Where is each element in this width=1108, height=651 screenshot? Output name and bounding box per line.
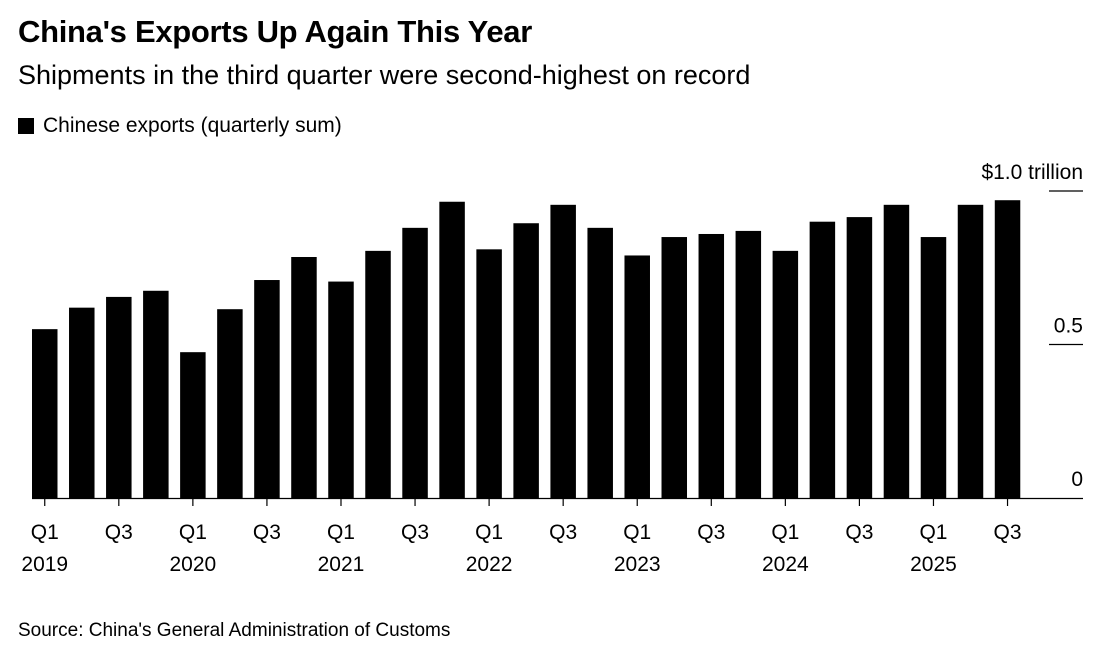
legend-swatch <box>18 118 34 134</box>
bar <box>69 307 95 498</box>
y-tick-label: 0.5 <box>1054 315 1083 338</box>
bar <box>809 221 836 498</box>
legend: Chinese exports (quarterly sum) <box>18 114 342 138</box>
bar <box>587 227 613 498</box>
x-tick-label: Q1 <box>179 521 207 544</box>
x-year-label: 2021 <box>318 553 365 576</box>
bar <box>994 200 1021 498</box>
bar <box>957 204 984 498</box>
bar <box>439 201 465 498</box>
bar <box>328 281 354 498</box>
y-tick-label: $1.0 trillion <box>981 161 1083 184</box>
bar <box>513 223 539 499</box>
x-tick-label: Q3 <box>994 521 1022 544</box>
bar <box>661 237 688 499</box>
bar <box>550 204 576 498</box>
x-tick-label: Q1 <box>771 521 799 544</box>
x-tick-label: Q1 <box>475 521 503 544</box>
x-tick-label: Q3 <box>401 521 429 544</box>
bar <box>476 249 502 498</box>
chart-subtitle: Shipments in the third quarter were seco… <box>18 60 751 90</box>
bar <box>624 255 650 498</box>
bar <box>402 227 428 498</box>
x-year-label: 2020 <box>170 553 217 576</box>
bar <box>920 237 947 499</box>
x-tick-label: Q1 <box>623 521 651 544</box>
chart-title: China's Exports Up Again This Year <box>18 14 532 49</box>
bar <box>143 290 169 498</box>
x-year-label: 2019 <box>21 553 68 576</box>
x-year-label: 2024 <box>762 553 809 576</box>
x-tick-label: Q3 <box>549 521 577 544</box>
x-tick-label: Q3 <box>105 521 133 544</box>
source-note: Source: China's General Administration o… <box>18 620 451 641</box>
bar <box>32 329 58 498</box>
x-tick-label: Q3 <box>697 521 725 544</box>
x-tick-label: Q1 <box>919 521 947 544</box>
bar-chart: 0 0.5 $1.0 trillion Q1 2019 Q3 Q1 2020 Q3 Q1 2021 Q… <box>21 161 1083 576</box>
x-tick-label: Q1 <box>327 521 355 544</box>
x-tick-label: Q1 <box>31 521 59 544</box>
x-year-label: 2023 <box>614 553 661 576</box>
bar <box>180 352 206 498</box>
bar <box>735 230 762 498</box>
bar <box>883 204 910 498</box>
bar <box>698 233 725 498</box>
x-year-label: 2022 <box>466 553 513 576</box>
y-tick-label: 0 <box>1071 468 1083 491</box>
bar <box>106 296 132 498</box>
x-tick-label: Q3 <box>253 521 281 544</box>
bar <box>217 309 243 498</box>
x-year-label: 2025 <box>910 553 957 576</box>
bar <box>846 217 873 498</box>
bar <box>291 257 317 498</box>
bar <box>772 250 799 498</box>
x-tick-label: Q3 <box>845 521 873 544</box>
legend-label: Chinese exports (quarterly sum) <box>43 114 342 137</box>
bar <box>365 250 391 498</box>
bar <box>254 280 280 498</box>
